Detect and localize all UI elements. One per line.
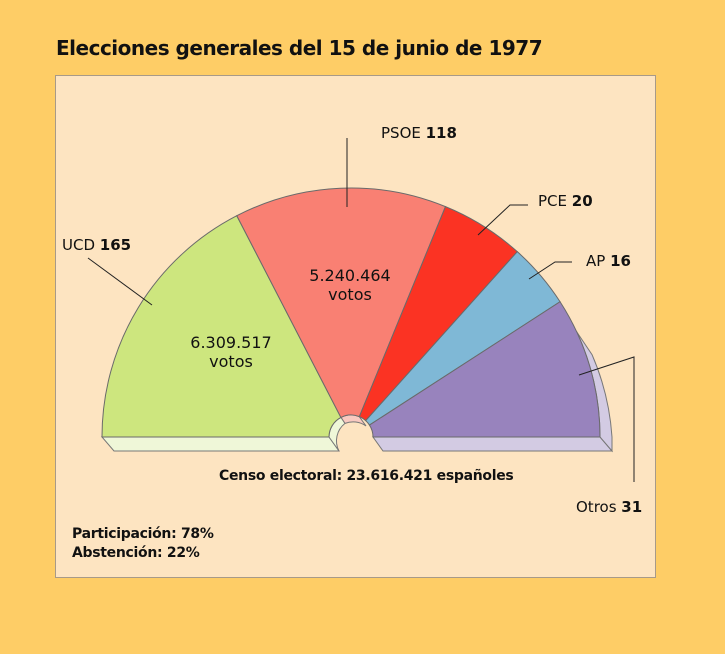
leader-line-otros — [578, 356, 635, 482]
leader-line-ucd — [87, 257, 153, 306]
label-ap: AP 16 — [586, 252, 631, 270]
label-ucd: UCD 165 — [62, 236, 131, 254]
seat-count: 118 — [426, 124, 457, 142]
chart-title: Elecciones generales del 15 de junio de … — [56, 36, 543, 60]
slice-otros — [368, 301, 601, 438]
leader-line-ap — [528, 261, 572, 280]
party-name: PCE — [538, 192, 572, 210]
slice-ucd — [101, 215, 342, 438]
votes-ucd: 6.309.517 — [190, 333, 271, 352]
votes-psoe: 5.240.464 — [309, 266, 390, 285]
slice-psoe — [236, 187, 447, 419]
base-left — [100, 436, 340, 452]
seat-count: 31 — [621, 498, 642, 516]
leader-line-pce — [477, 204, 528, 236]
participation-note: Participación: 78% — [72, 526, 214, 542]
party-name: AP — [586, 252, 610, 270]
party-name: PSOE — [381, 124, 426, 142]
party-name: UCD — [62, 236, 100, 254]
votes-unit-ucd: votos — [209, 352, 253, 371]
party-name: Otros — [576, 498, 621, 516]
votes-unit-psoe: votos — [328, 285, 372, 304]
seat-count: 165 — [100, 236, 131, 254]
label-otros: Otros 31 — [576, 498, 642, 516]
seat-count: 16 — [610, 252, 631, 270]
label-pce: PCE 20 — [538, 192, 593, 210]
abstention-note: Abstención: 22% — [72, 545, 200, 561]
base-right — [372, 436, 614, 452]
seat-count: 20 — [572, 192, 593, 210]
census-note: Censo electoral: 23.616.421 españoles — [219, 468, 514, 484]
label-psoe: PSOE 118 — [381, 124, 457, 142]
